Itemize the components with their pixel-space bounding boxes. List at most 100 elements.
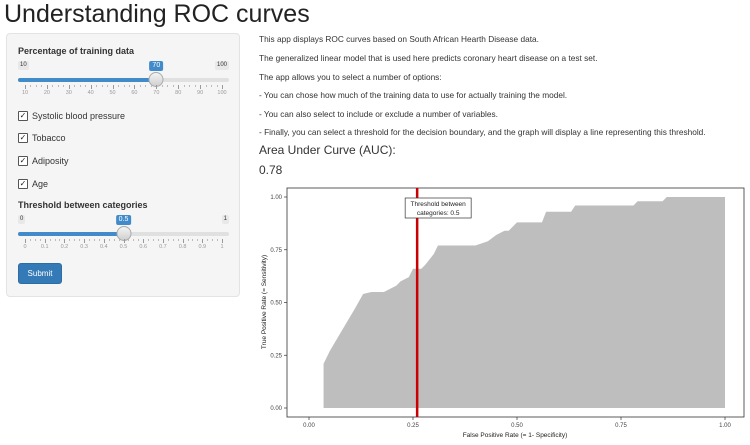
slider-tick-label: 0.2 <box>60 244 69 250</box>
submit-button[interactable]: Submit <box>18 263 62 284</box>
slider-minor-tick <box>123 85 125 87</box>
slider-tick-label: 0.6 <box>139 244 148 250</box>
slider-minor-tick <box>211 85 213 87</box>
slider-minor-tick <box>63 85 65 87</box>
slider-tick-label: 10 <box>21 90 29 96</box>
threshold-slider-label: Threshold between categories <box>18 200 148 210</box>
description-line: - Finally, you can select a threshold fo… <box>259 127 706 137</box>
slider-minor-tick <box>101 85 103 87</box>
slider-tick-label: 30 <box>65 90 72 96</box>
slider-minor-tick <box>192 239 194 241</box>
slider-minor-tick <box>207 239 209 241</box>
slider-minor-tick <box>217 239 219 241</box>
slider-tick-label: 1 <box>220 244 224 250</box>
slider-major-tick <box>123 239 125 243</box>
slider-minor-tick <box>41 85 43 87</box>
slider-minor-tick <box>183 85 185 87</box>
checkbox-adiposity[interactable]: ✓ Adiposity <box>18 155 69 167</box>
slider-minor-tick <box>216 85 218 87</box>
slider-major-tick <box>25 85 26 89</box>
threshold-annotation-box <box>404 197 472 219</box>
slider-minor-tick <box>30 85 32 87</box>
checkbox-age[interactable]: ✓ Age <box>18 178 48 190</box>
slider-major-tick <box>182 239 184 243</box>
y-tick-label: 0.75 <box>270 248 282 254</box>
slider-ticks: 0 0.1 0.2 0.3 0.4 0.5 0.6 0.7 0.8 0.9 1 <box>18 239 229 253</box>
slider-major-tick <box>222 239 223 243</box>
slider-tick-label: 100 <box>217 90 227 96</box>
slider-minor-tick <box>118 85 120 87</box>
slider-minor-tick <box>205 85 207 87</box>
slider-minor-tick <box>153 239 155 241</box>
slider-value-bubble: 0.5 <box>115 215 132 225</box>
slider-minor-tick <box>167 85 169 87</box>
x-tick-label: 0.50 <box>511 423 523 429</box>
slider-fill <box>18 78 157 82</box>
slider-minor-tick <box>29 239 31 241</box>
y-tick-label: 0.00 <box>270 406 282 412</box>
x-tick-label: 0.75 <box>615 423 627 429</box>
slider-tick-label: 0.1 <box>40 244 49 250</box>
slider-minor-tick <box>49 239 51 241</box>
sidebar-panel: Percentage of training data 10 100 70 10… <box>6 33 240 297</box>
slider-minor-tick <box>212 239 214 241</box>
slider-minor-tick <box>150 85 152 87</box>
x-tick-label: 0.25 <box>407 423 419 429</box>
slider-minor-tick <box>145 85 147 87</box>
checkbox-checked-icon[interactable]: ✓ <box>18 133 28 143</box>
slider-minor-tick <box>197 239 199 241</box>
checkbox-checked-icon[interactable]: ✓ <box>18 179 28 189</box>
roc-chart: Threshold between categories: 0.5 0.00 0.2… <box>261 187 745 439</box>
y-tick-label: 0.25 <box>270 353 282 359</box>
slider-tick-label: 80 <box>175 90 182 96</box>
description-line: This app displays ROC curves based on So… <box>259 34 539 44</box>
checkbox-label: Tobacco <box>32 133 66 143</box>
description-line: - You can also select to include or excl… <box>259 109 498 119</box>
slider-minor-tick <box>39 239 41 241</box>
slider-major-tick <box>156 85 158 89</box>
slider-minor-tick <box>118 239 120 241</box>
checkbox-tobacco[interactable]: ✓ Tobacco <box>18 132 66 144</box>
slider-minor-tick <box>98 239 100 241</box>
slider-minor-tick <box>128 239 130 241</box>
slider-min-label: 0 <box>18 215 26 224</box>
slider-major-tick <box>162 239 164 243</box>
slider-fill <box>18 232 124 236</box>
slider-minor-tick <box>79 85 81 87</box>
slider-minor-tick <box>172 239 174 241</box>
slider-major-tick <box>134 85 136 89</box>
threshold-annotation-text: categories: 0.5 <box>417 210 460 217</box>
checkbox-checked-icon[interactable]: ✓ <box>18 111 28 121</box>
auc-value: 0.78 <box>259 163 283 177</box>
slider-major-tick <box>103 239 105 243</box>
slider-tick-label: 0.9 <box>198 244 207 250</box>
slider-tick-label: 20 <box>43 90 50 96</box>
slider-minor-tick <box>34 239 36 241</box>
slider-minor-tick <box>74 239 76 241</box>
slider-major-tick <box>178 85 180 89</box>
threshold-annotation-text: Threshold between <box>411 201 467 208</box>
slider-minor-tick <box>187 239 189 241</box>
slider-tick-label: 70 <box>153 90 160 96</box>
auc-heading: Area Under Curve (AUC): <box>259 143 396 157</box>
slider-major-tick <box>112 85 114 89</box>
slider-minor-tick <box>161 85 163 87</box>
slider-minor-tick <box>133 239 135 241</box>
x-tick-label: 1.00 <box>719 423 731 429</box>
slider-minor-tick <box>194 85 196 87</box>
checkbox-systolic-blood-pressure[interactable]: ✓ Systolic blood pressure <box>18 110 125 122</box>
slider-minor-tick <box>107 85 109 87</box>
slider-tick-label: 50 <box>109 90 116 96</box>
slider-major-tick <box>46 85 48 89</box>
training-slider-label: Percentage of training data <box>18 46 135 56</box>
x-tick-label: 0.00 <box>303 423 315 429</box>
description-line: - You can chose how much of the training… <box>259 90 568 100</box>
slider-minor-tick <box>59 239 61 241</box>
checkbox-checked-icon[interactable]: ✓ <box>18 156 28 166</box>
checkbox-label: Systolic blood pressure <box>32 111 126 121</box>
slider-ticks: 10 20 30 40 50 60 70 80 90 100 <box>18 85 229 99</box>
roc-area <box>323 197 725 408</box>
slider-tick-label: 90 <box>197 90 204 96</box>
slider-minor-tick <box>74 85 76 87</box>
slider-tick-label: 0 <box>23 244 27 250</box>
